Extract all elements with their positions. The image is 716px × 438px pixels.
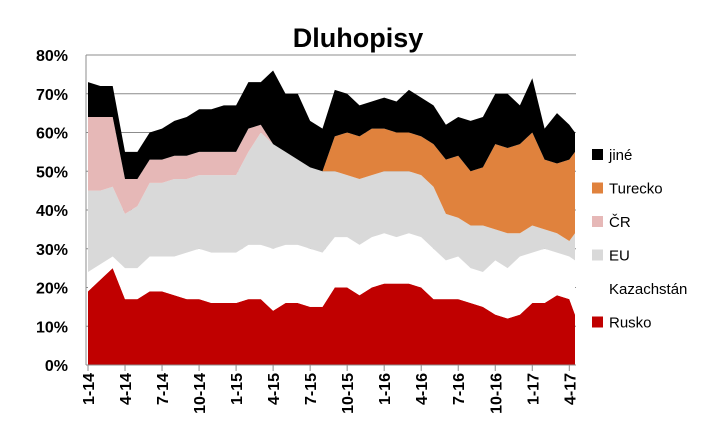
y-tick-label: 20%: [36, 281, 68, 298]
axis-layer: 0% 10% 20% 30% 40% 50% 60% 70% 80% 1-14 4-14 7-14 10…: [36, 48, 579, 414]
area-series-turecko: [88, 117, 575, 241]
x-tick-label: 1-17: [525, 373, 542, 405]
x-tick-label: 4-15: [266, 373, 283, 405]
legend-label: Rusko: [609, 315, 652, 332]
x-tick-label: 10-16: [488, 373, 505, 414]
x-tick-label: 1-15: [229, 373, 246, 405]
area-series-jin-: [88, 70, 575, 179]
legend-label: jiné: [608, 147, 632, 164]
y-tick-label: 10%: [36, 319, 68, 336]
x-tick-label: 7-15: [303, 373, 320, 405]
y-tick-label: 0%: [45, 358, 68, 375]
x-tick-label: 1-16: [377, 373, 394, 405]
area-series-rusko: [88, 268, 575, 365]
x-tick-label: 4-17: [562, 373, 579, 405]
x-tick-label: 10-15: [340, 373, 357, 414]
area-series--r: [88, 117, 575, 241]
legend-label: ČR: [609, 214, 631, 231]
x-tick-label: 4-14: [118, 373, 135, 405]
y-tick-label: 50%: [36, 164, 68, 181]
legend-swatch: [592, 249, 603, 261]
legend-swatch: [592, 149, 603, 160]
legend-label: Turecko: [609, 181, 663, 198]
legend: jiné Turecko ČR EU Kazachstán Rusko: [592, 147, 687, 332]
y-tick-label: 80%: [36, 48, 68, 65]
x-tick-label: 10-14: [192, 373, 209, 414]
legend-swatch: [592, 283, 603, 294]
area-layer: [88, 70, 575, 365]
x-tick-label: 7-14: [155, 373, 172, 405]
legend-swatch: [592, 182, 603, 194]
y-tick-label: 40%: [36, 203, 68, 220]
chart-title: Dluhopisy: [293, 23, 424, 53]
legend-label: Kazachstán: [609, 281, 687, 298]
x-tick-label: 1-14: [81, 373, 98, 405]
x-tick-label: 7-16: [451, 373, 468, 405]
area-series-kazachst-n: [88, 233, 575, 319]
y-tick-label: 70%: [36, 87, 68, 104]
y-tick-label: 60%: [36, 126, 68, 143]
legend-label: EU: [609, 248, 630, 265]
area-series-eu: [88, 132, 575, 272]
y-tick-label: 30%: [36, 242, 68, 259]
x-tick-label: 4-16: [414, 373, 431, 405]
legend-swatch: [592, 216, 603, 227]
legend-swatch: [592, 316, 603, 328]
